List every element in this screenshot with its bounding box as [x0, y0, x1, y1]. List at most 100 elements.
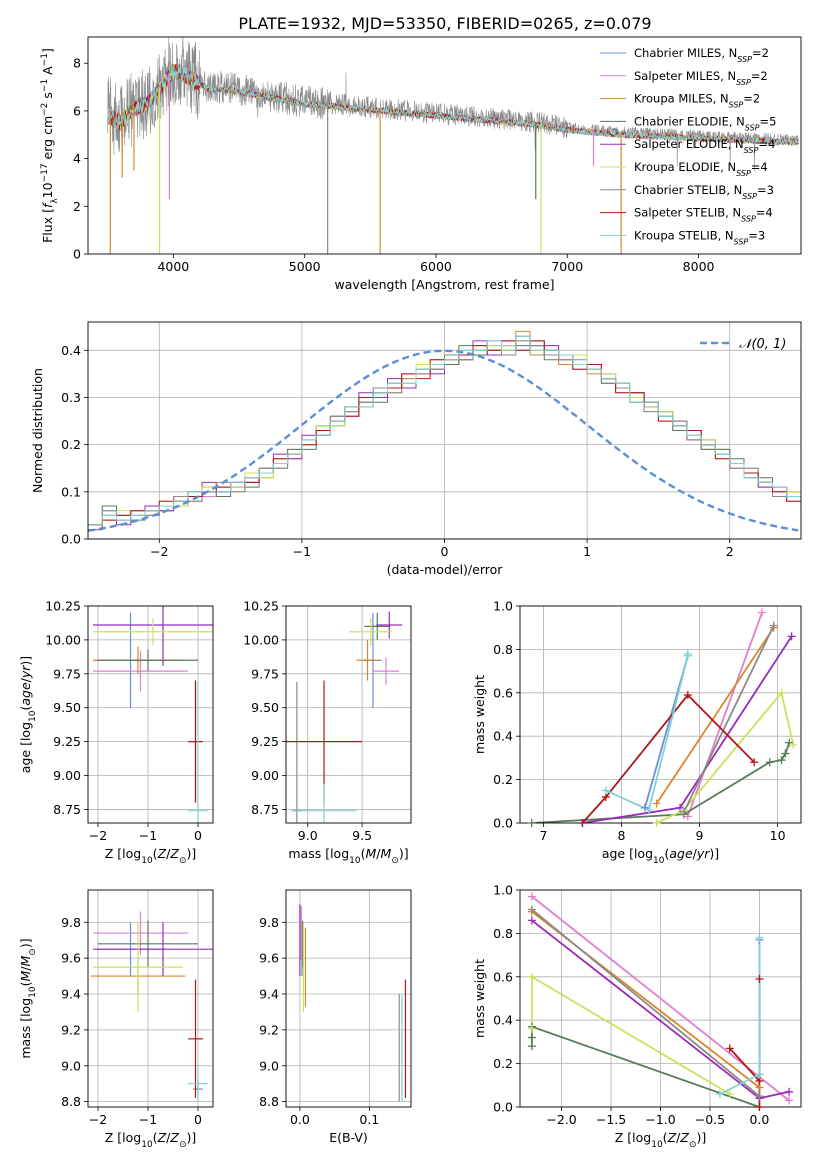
- y-tick-label: 0.1: [61, 484, 81, 499]
- y-tick-label: 0.0: [493, 1100, 513, 1115]
- x-axis-label: wavelength [Angstrom, rest frame]: [334, 277, 554, 292]
- massweight-marker-salpeter_elodie: [527, 916, 536, 925]
- massweight-marker-salpeter_elodie: [785, 1087, 794, 1096]
- massweight-marker-kroupa_elodie: [725, 1089, 734, 1098]
- panel-spectrum: 4000 5000 6000 7000 8000 0 2 4 6 8 wavelength [Ang…: [40, 36, 802, 292]
- x-tick-label: 7: [539, 828, 547, 843]
- x-tick-label: 0.0: [290, 1112, 310, 1127]
- y-tick-label: 0.0: [493, 816, 513, 831]
- massweight-marker-kroupa_stelib: [755, 933, 764, 942]
- legend-entry: Kroupa STELIB, NSSP=3: [634, 228, 765, 246]
- massweight-marker-salpeter_miles: [527, 892, 536, 901]
- x-tick-label: 8000: [683, 259, 715, 274]
- y-tick-label: 9.6: [259, 951, 279, 966]
- massweight-marker-salpeter_stelib: [725, 1044, 734, 1053]
- y-tick-label: 0.4: [61, 343, 81, 358]
- x-tick-label: 9.0: [298, 828, 318, 843]
- legend-entry: Salpeter ELODIE, NSSP=4: [634, 137, 775, 155]
- x-tick-label: −1: [293, 544, 311, 559]
- y-tick-label: 9.25: [251, 734, 279, 749]
- gaussian-curve: [88, 349, 799, 532]
- y-tick-label: 0.8: [493, 926, 513, 941]
- x-tick-label: 0.1: [359, 1112, 379, 1127]
- y-tick-label: 9.2: [259, 1022, 279, 1037]
- massweight-marker-salpeter_miles: [757, 608, 766, 617]
- massweight-line-kroupa_miles: [655, 627, 775, 804]
- y-tick-label: 9.8: [61, 915, 81, 930]
- plot-area-spectrum: [107, 37, 799, 254]
- y-tick-label: 9.75: [251, 666, 279, 681]
- massweight-marker-salpeter_stelib: [683, 690, 692, 699]
- y-tick-label: 9.8: [259, 915, 279, 930]
- x-tick-label: 0: [194, 1112, 202, 1127]
- x-tick-label: −1: [139, 1112, 157, 1127]
- y-tick-label: 1.0: [493, 883, 513, 898]
- panel-age_vs_Z: −2 −1 0 8.75 9.00 9.25 9.50 9.75 10.00 10.25 Z [lo…: [18, 599, 214, 866]
- y-tick-label: 8.75: [53, 802, 81, 817]
- x-axis-label: E(B-V): [329, 1130, 368, 1145]
- y-tick-label: 6: [73, 103, 81, 118]
- massweight-marker-kroupa_stelib: [715, 1089, 724, 1098]
- x-tick-label: 9.5: [352, 828, 372, 843]
- massweight-marker-chabrier_stelib: [755, 1092, 764, 1101]
- plot-area-age_vs_mass: [286, 611, 403, 823]
- y-tick-label: 8.8: [259, 1094, 279, 1109]
- axes-frame: [285, 889, 412, 1108]
- x-axis-label: Z [log10(Z/Z⊙)]: [615, 1130, 707, 1150]
- x-tick-label: 4000: [157, 259, 189, 274]
- x-tick-label: 5000: [289, 259, 321, 274]
- x-tick-label: 1: [583, 544, 591, 559]
- massweight-marker-salpeter_stelib: [578, 819, 587, 827]
- model-spectrum-kroupa_stelib: [107, 65, 799, 146]
- y-tick-label: 9.0: [259, 1058, 279, 1073]
- x-tick-label: 6000: [420, 259, 452, 274]
- axes-frame: [87, 36, 802, 255]
- massweight-marker-chabrier_elodie: [527, 1042, 536, 1051]
- massweight-line-salpeter_stelib: [581, 693, 755, 823]
- x-tick-label: 7000: [551, 259, 583, 274]
- y-tick-label: 0.4: [493, 729, 513, 744]
- y-tick-label: 0.2: [61, 437, 81, 452]
- legend-entry: Chabrier MILES, NSSP=2: [634, 46, 769, 64]
- plot-area-residuals: [88, 330, 801, 539]
- y-tick-label: 9.0: [61, 1058, 81, 1073]
- x-axis-label: age [log10(age/yr)]: [602, 846, 719, 866]
- y-tick-label: 10.00: [45, 632, 81, 647]
- spectrum-legend: Chabrier MILES, NSSP=2 Salpeter MILES, NS…: [600, 46, 776, 246]
- axes-frame: [519, 889, 802, 1108]
- x-tick-label: 9: [696, 828, 704, 843]
- panel-age_vs_mass: 9.0 9.5 8.75 9.00 9.25 9.50 9.75 10.00 10.25 mass…: [243, 599, 412, 866]
- massweight-marker-chabrier_elodie: [527, 819, 536, 827]
- massweight-marker-chabrier_elodie: [781, 749, 790, 758]
- massweight-marker-kroupa_stelib: [683, 649, 692, 658]
- y-tick-label: 0.6: [493, 969, 513, 984]
- axes-frame: [87, 321, 802, 540]
- histogram-kroupa_stelib: [88, 335, 801, 539]
- y-tick-label: 9.75: [53, 666, 81, 681]
- y-tick-label: 9.25: [53, 734, 81, 749]
- y-tick-label: 9.2: [61, 1022, 81, 1037]
- x-tick-label: 0.0: [749, 1112, 769, 1127]
- y-tick-label: 0: [73, 247, 81, 262]
- y-axis-label: mass [log10(M/M⊙)]: [18, 938, 38, 1058]
- legend-entry: Chabrier ELODIE, NSSP=5: [634, 114, 776, 131]
- y-tick-label: 10.25: [243, 599, 279, 614]
- y-tick-label: 0.0: [61, 532, 81, 547]
- massweight-line-chabrier_elodie: [531, 742, 791, 823]
- histogram-legend: 𝒩(0, 1): [700, 337, 786, 352]
- plot-area-mass_vs_Z: [90, 911, 213, 1102]
- y-tick-label: 2: [73, 199, 81, 214]
- x-tick-label: −2: [89, 1112, 107, 1127]
- panel-massweight_vs_age: 7 8 9 10 0.0 0.2 0.4 0.6 0.8 1.0 age [log10(age/yr…: [472, 599, 802, 866]
- massweight-marker-chabrier_stelib: [527, 905, 536, 914]
- x-axis-label: Z [log10(Z/Z⊙)]: [105, 846, 197, 866]
- y-tick-label: 10.00: [243, 632, 279, 647]
- x-tick-label: −2: [89, 828, 107, 843]
- massweight-marker-chabrier_elodie: [777, 756, 786, 765]
- x-tick-label: −2: [150, 544, 168, 559]
- y-tick-label: 8.75: [251, 802, 279, 817]
- x-tick-label: 2: [726, 544, 734, 559]
